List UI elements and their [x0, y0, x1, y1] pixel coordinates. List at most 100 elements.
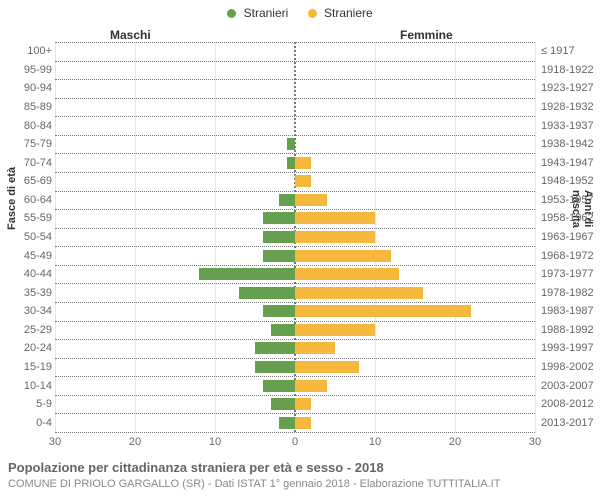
y-tick-years: 2013-2017	[541, 417, 600, 429]
bar-male	[239, 287, 295, 299]
y-tick-age: 35-39	[4, 287, 52, 299]
y-tick-years: 2008-2012	[541, 398, 600, 410]
legend-swatch-female	[308, 9, 317, 18]
y-tick-years: 1973-1977	[541, 268, 600, 280]
bar-female	[295, 194, 327, 206]
y-tick-years: 1963-1967	[541, 231, 600, 243]
x-tick: 0	[292, 436, 298, 448]
y-tick-age: 75-79	[4, 138, 52, 150]
grid-hline	[55, 172, 535, 173]
y-tick-years: 1938-1942	[541, 138, 600, 150]
grid-hline	[55, 79, 535, 80]
bar-female	[295, 287, 423, 299]
bar-male	[287, 138, 295, 150]
bar-male	[287, 157, 295, 169]
grid-vline	[135, 42, 136, 432]
x-tick: 10	[209, 436, 221, 448]
y-tick-years: 1998-2002	[541, 361, 600, 373]
bar-female	[295, 231, 375, 243]
y-tick-years: 2003-2007	[541, 380, 600, 392]
legend-item-female: Straniere	[308, 6, 373, 20]
grid-hline	[55, 246, 535, 247]
y-tick-years: 1928-1932	[541, 101, 600, 113]
bar-female	[295, 157, 311, 169]
grid-hline	[55, 302, 535, 303]
grid-hline	[55, 61, 535, 62]
y-tick-years: 1923-1927	[541, 82, 600, 94]
bar-female	[295, 250, 391, 262]
y-tick-age: 5-9	[4, 398, 52, 410]
bar-female	[295, 342, 335, 354]
grid-hline	[55, 116, 535, 117]
grid-hline	[55, 191, 535, 192]
grid-hline	[55, 432, 535, 433]
grid-hline	[55, 339, 535, 340]
y-tick-years: 1983-1987	[541, 305, 600, 317]
chart-footer-title: Popolazione per cittadinanza straniera p…	[8, 460, 384, 475]
bar-male	[255, 361, 295, 373]
grid-hline	[55, 209, 535, 210]
x-tick: 30	[49, 436, 61, 448]
bar-female	[295, 324, 375, 336]
y-tick-age: 55-59	[4, 212, 52, 224]
y-tick-age: 80-84	[4, 120, 52, 132]
grid-hline	[55, 42, 535, 43]
grid-vline	[55, 42, 56, 432]
bar-male	[263, 250, 295, 262]
bar-male	[263, 212, 295, 224]
y-tick-years: ≤ 1917	[541, 45, 600, 57]
y-tick-years: 1978-1982	[541, 287, 600, 299]
grid-hline	[55, 135, 535, 136]
y-tick-age: 90-94	[4, 82, 52, 94]
x-tick: 30	[529, 436, 541, 448]
bar-male	[271, 398, 295, 410]
y-tick-age: 65-69	[4, 175, 52, 187]
grid-vline	[375, 42, 376, 432]
grid-hline	[55, 321, 535, 322]
bar-male	[263, 305, 295, 317]
grid-hline	[55, 376, 535, 377]
x-tick: 20	[129, 436, 141, 448]
bar-male	[255, 342, 295, 354]
bar-female	[295, 175, 311, 187]
y-tick-years: 1953-1957	[541, 194, 600, 206]
bar-female	[295, 212, 375, 224]
grid-hline	[55, 358, 535, 359]
grid-hline	[55, 265, 535, 266]
y-tick-age: 50-54	[4, 231, 52, 243]
bar-male	[263, 380, 295, 392]
bar-female	[295, 305, 471, 317]
y-tick-age: 45-49	[4, 250, 52, 262]
y-tick-age: 20-24	[4, 342, 52, 354]
grid-hline	[55, 413, 535, 414]
y-tick-years: 1993-1997	[541, 342, 600, 354]
y-tick-age: 40-44	[4, 268, 52, 280]
bar-male	[263, 231, 295, 243]
x-tick: 10	[369, 436, 381, 448]
y-tick-years: 1968-1972	[541, 250, 600, 262]
y-tick-age: 85-89	[4, 101, 52, 113]
y-tick-age: 25-29	[4, 324, 52, 336]
y-tick-years: 1918-1922	[541, 64, 600, 76]
y-tick-years: 1958-1962	[541, 212, 600, 224]
population-pyramid-chart: Stranieri Straniere Maschi Femmine Fasce…	[0, 0, 600, 500]
chart-footer-subtitle: COMUNE DI PRIOLO GARGALLO (SR) - Dati IS…	[8, 478, 500, 490]
y-tick-age: 30-34	[4, 305, 52, 317]
bar-female	[295, 398, 311, 410]
y-tick-age: 95-99	[4, 64, 52, 76]
y-tick-age: 60-64	[4, 194, 52, 206]
legend: Stranieri Straniere	[0, 6, 600, 20]
grid-vline	[535, 42, 536, 432]
bar-female	[295, 268, 399, 280]
grid-vline	[455, 42, 456, 432]
y-tick-years: 1948-1952	[541, 175, 600, 187]
grid-vline	[215, 42, 216, 432]
grid-hline	[55, 98, 535, 99]
y-tick-age: 10-14	[4, 380, 52, 392]
column-title-female: Femmine	[400, 28, 453, 42]
y-tick-age: 70-74	[4, 157, 52, 169]
legend-item-male: Stranieri	[227, 6, 288, 20]
y-tick-years: 1988-1992	[541, 324, 600, 336]
y-tick-age: 15-19	[4, 361, 52, 373]
bar-male	[279, 417, 295, 429]
